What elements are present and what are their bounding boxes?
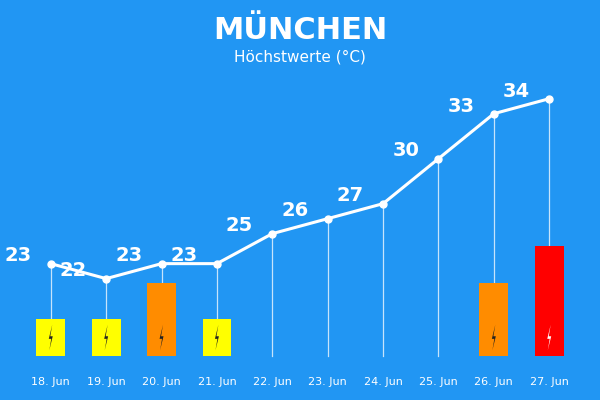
Bar bbox=[37, 319, 65, 356]
Bar bbox=[147, 282, 176, 356]
Bar bbox=[38, 322, 64, 354]
Text: 25: 25 bbox=[226, 216, 253, 236]
Polygon shape bbox=[492, 325, 496, 350]
Bar bbox=[92, 319, 121, 356]
Text: 30: 30 bbox=[392, 142, 419, 160]
Bar bbox=[479, 282, 508, 356]
Polygon shape bbox=[49, 325, 53, 350]
Text: 23: 23 bbox=[170, 246, 197, 266]
Text: 27. Jun: 27. Jun bbox=[530, 377, 569, 387]
Bar bbox=[93, 322, 119, 354]
Bar bbox=[536, 322, 562, 354]
Text: 19. Jun: 19. Jun bbox=[87, 377, 125, 387]
Text: 23: 23 bbox=[115, 246, 142, 266]
Polygon shape bbox=[215, 325, 219, 350]
Text: 23: 23 bbox=[4, 246, 31, 266]
Bar bbox=[203, 319, 232, 356]
Text: 27: 27 bbox=[337, 186, 364, 206]
Text: 22: 22 bbox=[59, 262, 87, 280]
Text: 20. Jun: 20. Jun bbox=[142, 377, 181, 387]
Text: Höchstwerte (°C): Höchstwerte (°C) bbox=[234, 50, 366, 65]
Text: 25. Jun: 25. Jun bbox=[419, 377, 458, 387]
Text: MÜNCHEN: MÜNCHEN bbox=[213, 16, 387, 45]
Polygon shape bbox=[160, 325, 164, 350]
Text: 26: 26 bbox=[281, 202, 308, 220]
Text: 21. Jun: 21. Jun bbox=[197, 377, 236, 387]
Text: 34: 34 bbox=[503, 82, 530, 100]
Bar bbox=[204, 322, 230, 354]
Text: 26. Jun: 26. Jun bbox=[475, 377, 513, 387]
Bar bbox=[149, 322, 175, 354]
Text: 22. Jun: 22. Jun bbox=[253, 377, 292, 387]
Text: 18. Jun: 18. Jun bbox=[31, 377, 70, 387]
Polygon shape bbox=[547, 325, 551, 350]
Text: 23. Jun: 23. Jun bbox=[308, 377, 347, 387]
Text: 33: 33 bbox=[448, 96, 475, 116]
Text: 24. Jun: 24. Jun bbox=[364, 377, 403, 387]
Bar bbox=[481, 322, 507, 354]
Polygon shape bbox=[104, 325, 108, 350]
Bar bbox=[535, 246, 563, 356]
